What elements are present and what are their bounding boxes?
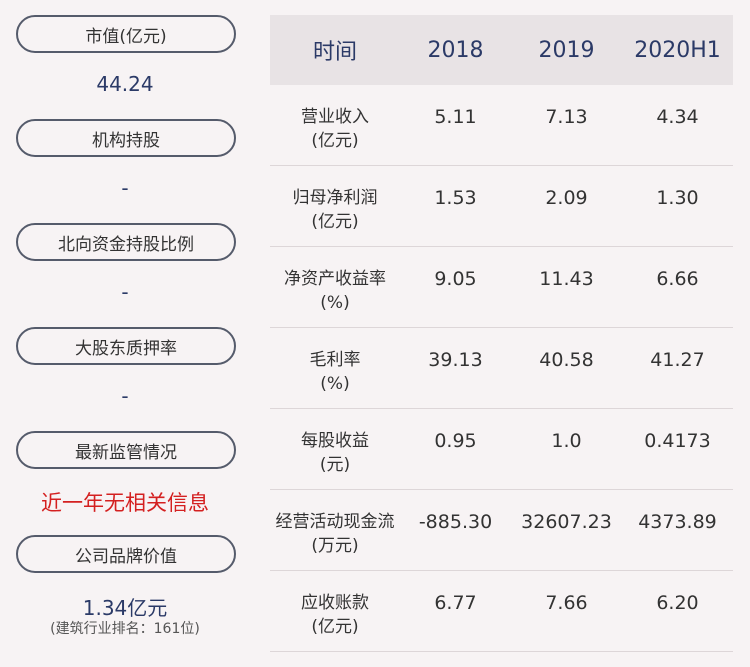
financial-table: 时间 2018 2019 2020H1 营业收入 (亿元) 5.11 7.13 4…: [270, 15, 733, 652]
table-cell: 1.53: [434, 187, 477, 209]
header-2020h1: 2020H1: [634, 37, 721, 63]
table-cell: 1.30: [656, 187, 699, 209]
row-label: 营业收入 (亿元): [270, 85, 400, 153]
table-cell: 1.0: [551, 430, 582, 452]
table-cell: 11.43: [539, 268, 594, 290]
market-cap-value: 44.24: [96, 72, 154, 96]
regulation-label: 最新监管情况: [16, 431, 236, 469]
pledge-rate-label: 大股东质押率: [16, 327, 236, 365]
table-cell: 6.77: [434, 592, 477, 614]
row-label: 净资产收益率 (%): [270, 247, 400, 315]
row-unit: (亿元): [311, 617, 359, 637]
table-row: 净资产收益率 (%) 9.05 11.43 6.66: [270, 247, 733, 328]
row-unit: (万元): [311, 536, 359, 556]
row-label-text: 毛利率: [309, 350, 361, 370]
row-unit: (亿元): [311, 131, 359, 151]
table-cell: 6.20: [656, 592, 699, 614]
market-cap-label: 市值(亿元): [16, 15, 236, 53]
table-cell: 0.4173: [644, 430, 711, 452]
table-cell: -885.30: [418, 511, 493, 533]
row-label: 经营活动现金流 (万元): [270, 490, 400, 558]
northbound-holding-label: 北向资金持股比例: [16, 223, 236, 261]
row-unit: (%): [320, 293, 350, 313]
table-row: 应收账款 (亿元) 6.77 7.66 6.20: [270, 571, 733, 652]
row-label-text: 营业收入: [301, 107, 369, 127]
brand-value-label: 公司品牌价值: [16, 535, 236, 573]
row-label-text: 经营活动现金流: [275, 512, 395, 532]
table-cell: 4373.89: [638, 511, 717, 533]
table-cell: 40.58: [539, 349, 594, 371]
row-label-text: 每股收益: [301, 431, 369, 451]
table-cell: 9.05: [434, 268, 477, 290]
table-cell: 32607.23: [521, 511, 612, 533]
regulation-value: 近一年无相关信息: [41, 491, 209, 515]
pledge-rate-value: -: [121, 384, 129, 408]
table-cell: 4.34: [656, 106, 699, 128]
header-period: 时间: [312, 40, 357, 65]
header-2018: 2018: [427, 37, 484, 63]
table-row: 归母净利润 (亿元) 1.53 2.09 1.30: [270, 166, 733, 247]
row-unit: (%): [320, 374, 350, 394]
row-label-text: 归母净利润: [292, 188, 378, 208]
brand-value-amount: 1.34亿元: [82, 596, 168, 620]
table-cell: 7.13: [545, 106, 588, 128]
table-row: 毛利率 (%) 39.13 40.58 41.27: [270, 328, 733, 409]
table-header: 时间 2018 2019 2020H1: [270, 15, 733, 85]
brand-rank-note: (建筑行业排名：161位): [50, 621, 200, 637]
table-row: 营业收入 (亿元) 5.11 7.13 4.34: [270, 85, 733, 166]
institution-holding-label: 机构持股: [16, 119, 236, 157]
table-cell: 0.95: [434, 430, 477, 452]
table-cell: 6.66: [656, 268, 699, 290]
table-cell: 39.13: [428, 349, 483, 371]
table-row: 每股收益 (元) 0.95 1.0 0.4173: [270, 409, 733, 490]
header-2019: 2019: [538, 37, 595, 63]
northbound-holding-value: -: [121, 280, 129, 304]
table-row: 经营活动现金流 (万元) -885.30 32607.23 4373.89: [270, 490, 733, 571]
table-cell: 7.66: [545, 592, 588, 614]
row-label: 每股收益 (元): [270, 409, 400, 477]
table-cell: 41.27: [650, 349, 705, 371]
table-cell: 5.11: [434, 106, 477, 128]
row-label-text: 应收账款: [301, 593, 369, 613]
row-label: 归母净利润 (亿元): [270, 166, 400, 234]
row-label-text: 净资产收益率: [284, 269, 386, 289]
row-unit: (亿元): [311, 212, 359, 232]
left-panel: 市值(亿元) 44.24 机构持股 - 北向资金持股比例 - 大股东质押率 - …: [0, 0, 250, 667]
table-cell: 2.09: [545, 187, 588, 209]
row-label: 毛利率 (%): [270, 328, 400, 396]
institution-holding-value: -: [121, 176, 129, 200]
row-unit: (元): [319, 455, 351, 475]
row-label: 应收账款 (亿元): [270, 571, 400, 639]
